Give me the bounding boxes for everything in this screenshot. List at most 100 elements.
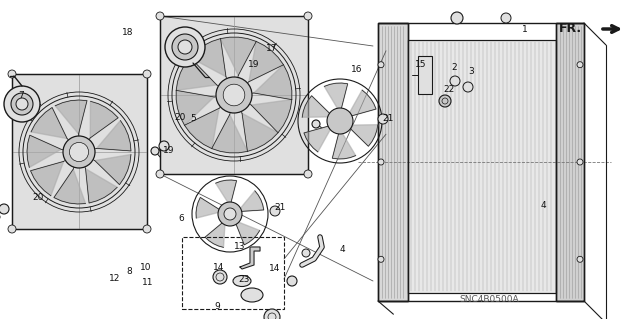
Circle shape [451, 12, 463, 24]
Polygon shape [95, 154, 131, 185]
Bar [418, 56, 432, 94]
Bar [556, 23, 584, 301]
Text: 15: 15 [415, 60, 426, 69]
Circle shape [378, 62, 384, 68]
Circle shape [159, 141, 169, 151]
Polygon shape [55, 100, 87, 134]
Bar [556, 23, 584, 301]
Circle shape [0, 204, 9, 214]
Circle shape [151, 147, 159, 155]
Text: 20: 20 [174, 113, 186, 122]
Text: 8: 8 [127, 267, 132, 276]
Polygon shape [31, 161, 63, 196]
Polygon shape [254, 65, 292, 100]
Polygon shape [86, 169, 117, 203]
Circle shape [69, 142, 88, 162]
Text: 14: 14 [212, 263, 224, 272]
Circle shape [304, 170, 312, 178]
Circle shape [172, 34, 198, 60]
Ellipse shape [241, 288, 263, 302]
Text: 11: 11 [142, 278, 154, 287]
Text: 9: 9 [214, 302, 220, 311]
Circle shape [577, 159, 583, 165]
Circle shape [312, 120, 320, 128]
Bar [160, 16, 308, 174]
Text: 7: 7 [18, 91, 24, 100]
Circle shape [143, 225, 151, 233]
Polygon shape [249, 41, 284, 82]
Circle shape [378, 159, 384, 165]
Polygon shape [242, 113, 278, 152]
Polygon shape [302, 96, 333, 117]
Circle shape [8, 225, 16, 233]
Polygon shape [324, 83, 348, 113]
Polygon shape [54, 169, 86, 204]
Text: 18: 18 [122, 28, 133, 37]
Text: 5: 5 [191, 114, 196, 122]
Text: 21: 21 [382, 114, 394, 123]
Polygon shape [237, 191, 264, 211]
Polygon shape [27, 135, 61, 167]
Circle shape [223, 84, 245, 106]
Polygon shape [220, 37, 256, 76]
Circle shape [577, 256, 583, 262]
Circle shape [439, 95, 451, 107]
Bar [12, 74, 147, 229]
Text: 13: 13 [234, 242, 245, 251]
Circle shape [216, 77, 252, 113]
Polygon shape [216, 180, 237, 206]
Circle shape [178, 40, 192, 54]
Circle shape [4, 86, 40, 122]
Polygon shape [332, 129, 356, 159]
Bar [182, 237, 284, 309]
Text: 12: 12 [109, 274, 120, 283]
Polygon shape [90, 101, 118, 138]
Polygon shape [205, 220, 225, 247]
Circle shape [143, 70, 151, 78]
Bar [378, 23, 408, 301]
Text: 23: 23 [238, 275, 250, 284]
Polygon shape [184, 108, 219, 149]
Bar [12, 74, 147, 229]
Circle shape [213, 270, 227, 284]
Circle shape [156, 12, 164, 20]
Circle shape [224, 208, 236, 220]
Circle shape [264, 309, 280, 319]
Text: 14: 14 [269, 264, 280, 273]
Polygon shape [240, 247, 260, 269]
Text: 17: 17 [266, 44, 277, 53]
Bar [160, 16, 308, 174]
Circle shape [378, 256, 384, 262]
Polygon shape [235, 220, 260, 245]
Circle shape [577, 62, 583, 68]
Circle shape [63, 136, 95, 168]
Bar [408, 40, 556, 293]
Circle shape [304, 12, 312, 20]
Polygon shape [176, 57, 217, 91]
Text: 21: 21 [274, 204, 285, 212]
Text: 4: 4 [339, 245, 345, 254]
Polygon shape [347, 90, 376, 117]
Text: 1: 1 [522, 25, 527, 34]
Circle shape [287, 276, 297, 286]
Polygon shape [196, 197, 223, 218]
Text: 22: 22 [443, 85, 454, 94]
Text: 2: 2 [452, 63, 458, 72]
Circle shape [11, 93, 33, 115]
Circle shape [165, 27, 205, 67]
Text: 6: 6 [178, 214, 184, 223]
Circle shape [501, 13, 511, 23]
Polygon shape [97, 121, 131, 151]
Circle shape [218, 202, 242, 226]
Circle shape [156, 170, 164, 178]
Text: 20: 20 [32, 193, 44, 202]
Text: FR.: FR. [559, 23, 582, 35]
Text: 16: 16 [351, 65, 362, 74]
Circle shape [16, 98, 28, 110]
Text: 10: 10 [140, 263, 151, 272]
Text: SNC4B0500A: SNC4B0500A [460, 295, 519, 304]
Text: 19: 19 [248, 60, 260, 69]
Circle shape [450, 76, 460, 86]
Circle shape [8, 70, 16, 78]
Text: 19: 19 [163, 146, 175, 155]
